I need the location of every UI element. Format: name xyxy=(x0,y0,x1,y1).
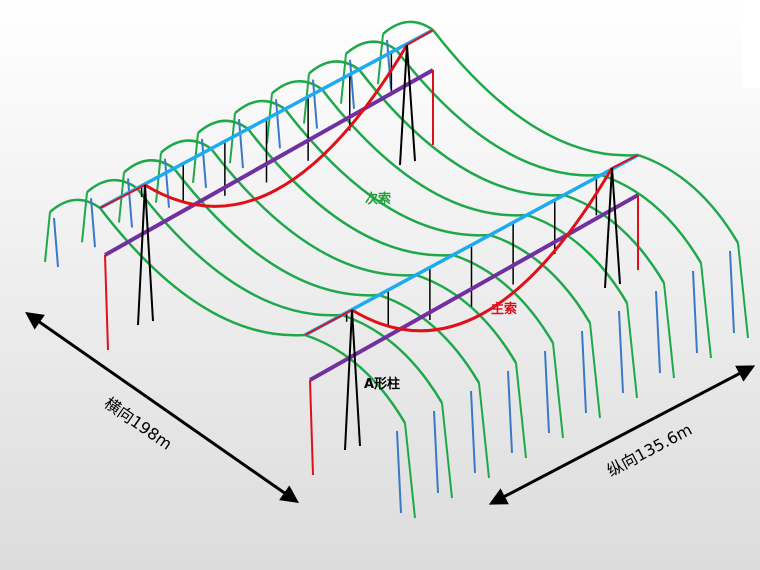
secondary-cable xyxy=(99,207,306,337)
back-tie xyxy=(275,99,281,149)
a-column-leg xyxy=(344,309,353,451)
stay xyxy=(406,29,434,46)
main-cable xyxy=(144,44,409,208)
edge-cable xyxy=(452,253,555,344)
edge-strut xyxy=(552,342,564,439)
label: 纵向135.6m xyxy=(604,420,695,481)
tie-beam xyxy=(309,193,639,382)
edge-strut xyxy=(515,362,527,459)
edge-cable xyxy=(415,273,518,364)
back-tie xyxy=(53,217,59,268)
back-tie xyxy=(238,119,244,169)
back-tie xyxy=(90,198,96,248)
a-column-leg xyxy=(137,184,146,326)
edge-tie xyxy=(396,430,402,514)
edge-strut xyxy=(700,262,712,359)
ridge-beam xyxy=(99,28,434,210)
a-column-leg xyxy=(406,44,416,162)
dimension-arrow xyxy=(25,311,299,504)
back-tie xyxy=(201,138,207,188)
secondary-cable xyxy=(210,147,417,277)
stay xyxy=(611,154,639,169)
back-tie xyxy=(312,79,318,129)
secondary-cable xyxy=(247,128,454,257)
a-column-leg xyxy=(604,167,613,289)
edge-tie xyxy=(618,310,624,394)
back-cable xyxy=(49,198,101,213)
back-cable xyxy=(86,178,138,194)
edge-cable xyxy=(378,293,481,384)
stay xyxy=(304,309,353,336)
a-column-leg xyxy=(399,44,408,166)
secondary-cable xyxy=(358,68,565,197)
back-tie xyxy=(164,158,170,208)
edge-strut xyxy=(737,242,749,339)
back-cable xyxy=(308,60,360,75)
back-strut xyxy=(81,192,88,243)
edge-cable xyxy=(600,173,703,264)
back-cable xyxy=(345,40,397,55)
edge-tie xyxy=(729,250,735,334)
edge-tie xyxy=(470,390,476,474)
edge-strut xyxy=(663,282,675,379)
back-cable xyxy=(234,99,286,115)
edge-cable xyxy=(526,213,629,304)
label: 横向198m xyxy=(101,393,176,453)
back-tie xyxy=(349,59,355,109)
back-cable xyxy=(197,119,249,134)
edge-column xyxy=(104,254,109,351)
stay xyxy=(99,184,146,209)
edge-tie xyxy=(581,330,587,414)
edge-strut xyxy=(404,422,416,519)
panel-edge xyxy=(742,0,760,88)
edge-strut xyxy=(478,382,490,479)
a-column-leg xyxy=(611,167,621,285)
ridge-beam xyxy=(304,153,639,337)
edge-tie xyxy=(692,270,698,354)
back-tie xyxy=(386,39,392,90)
edge-tie xyxy=(507,370,513,454)
back-cable xyxy=(160,139,212,154)
secondary-cable xyxy=(321,88,528,217)
back-cable xyxy=(271,80,323,95)
label: 主索 xyxy=(491,301,517,317)
tie-beam xyxy=(104,68,434,257)
secondary-cable xyxy=(395,49,602,177)
edge-tie xyxy=(433,410,439,494)
a-column-leg xyxy=(351,309,361,447)
back-cable xyxy=(123,159,175,174)
main-cable xyxy=(351,167,614,333)
edge-cable xyxy=(489,233,592,324)
back-tie xyxy=(127,178,133,228)
edge-tie xyxy=(655,290,661,374)
secondary-cable xyxy=(432,29,639,157)
edge-column xyxy=(309,379,314,476)
label: A形柱 xyxy=(364,376,400,392)
back-cable xyxy=(382,20,434,35)
secondary-cable xyxy=(284,108,491,237)
label: 次索 xyxy=(365,191,391,207)
secondary-cable xyxy=(173,167,380,297)
edge-cable xyxy=(563,193,666,284)
edge-cable xyxy=(341,313,444,404)
edge-cable xyxy=(304,333,407,424)
a-column-leg xyxy=(144,184,154,322)
edge-tie xyxy=(544,350,550,434)
edge-strut xyxy=(589,322,601,419)
edge-cable xyxy=(637,153,740,244)
dimension-arrow xyxy=(488,365,756,505)
edge-strut xyxy=(626,302,638,399)
secondary-cable xyxy=(136,187,343,317)
back-strut xyxy=(44,211,51,263)
edge-strut xyxy=(441,402,453,499)
